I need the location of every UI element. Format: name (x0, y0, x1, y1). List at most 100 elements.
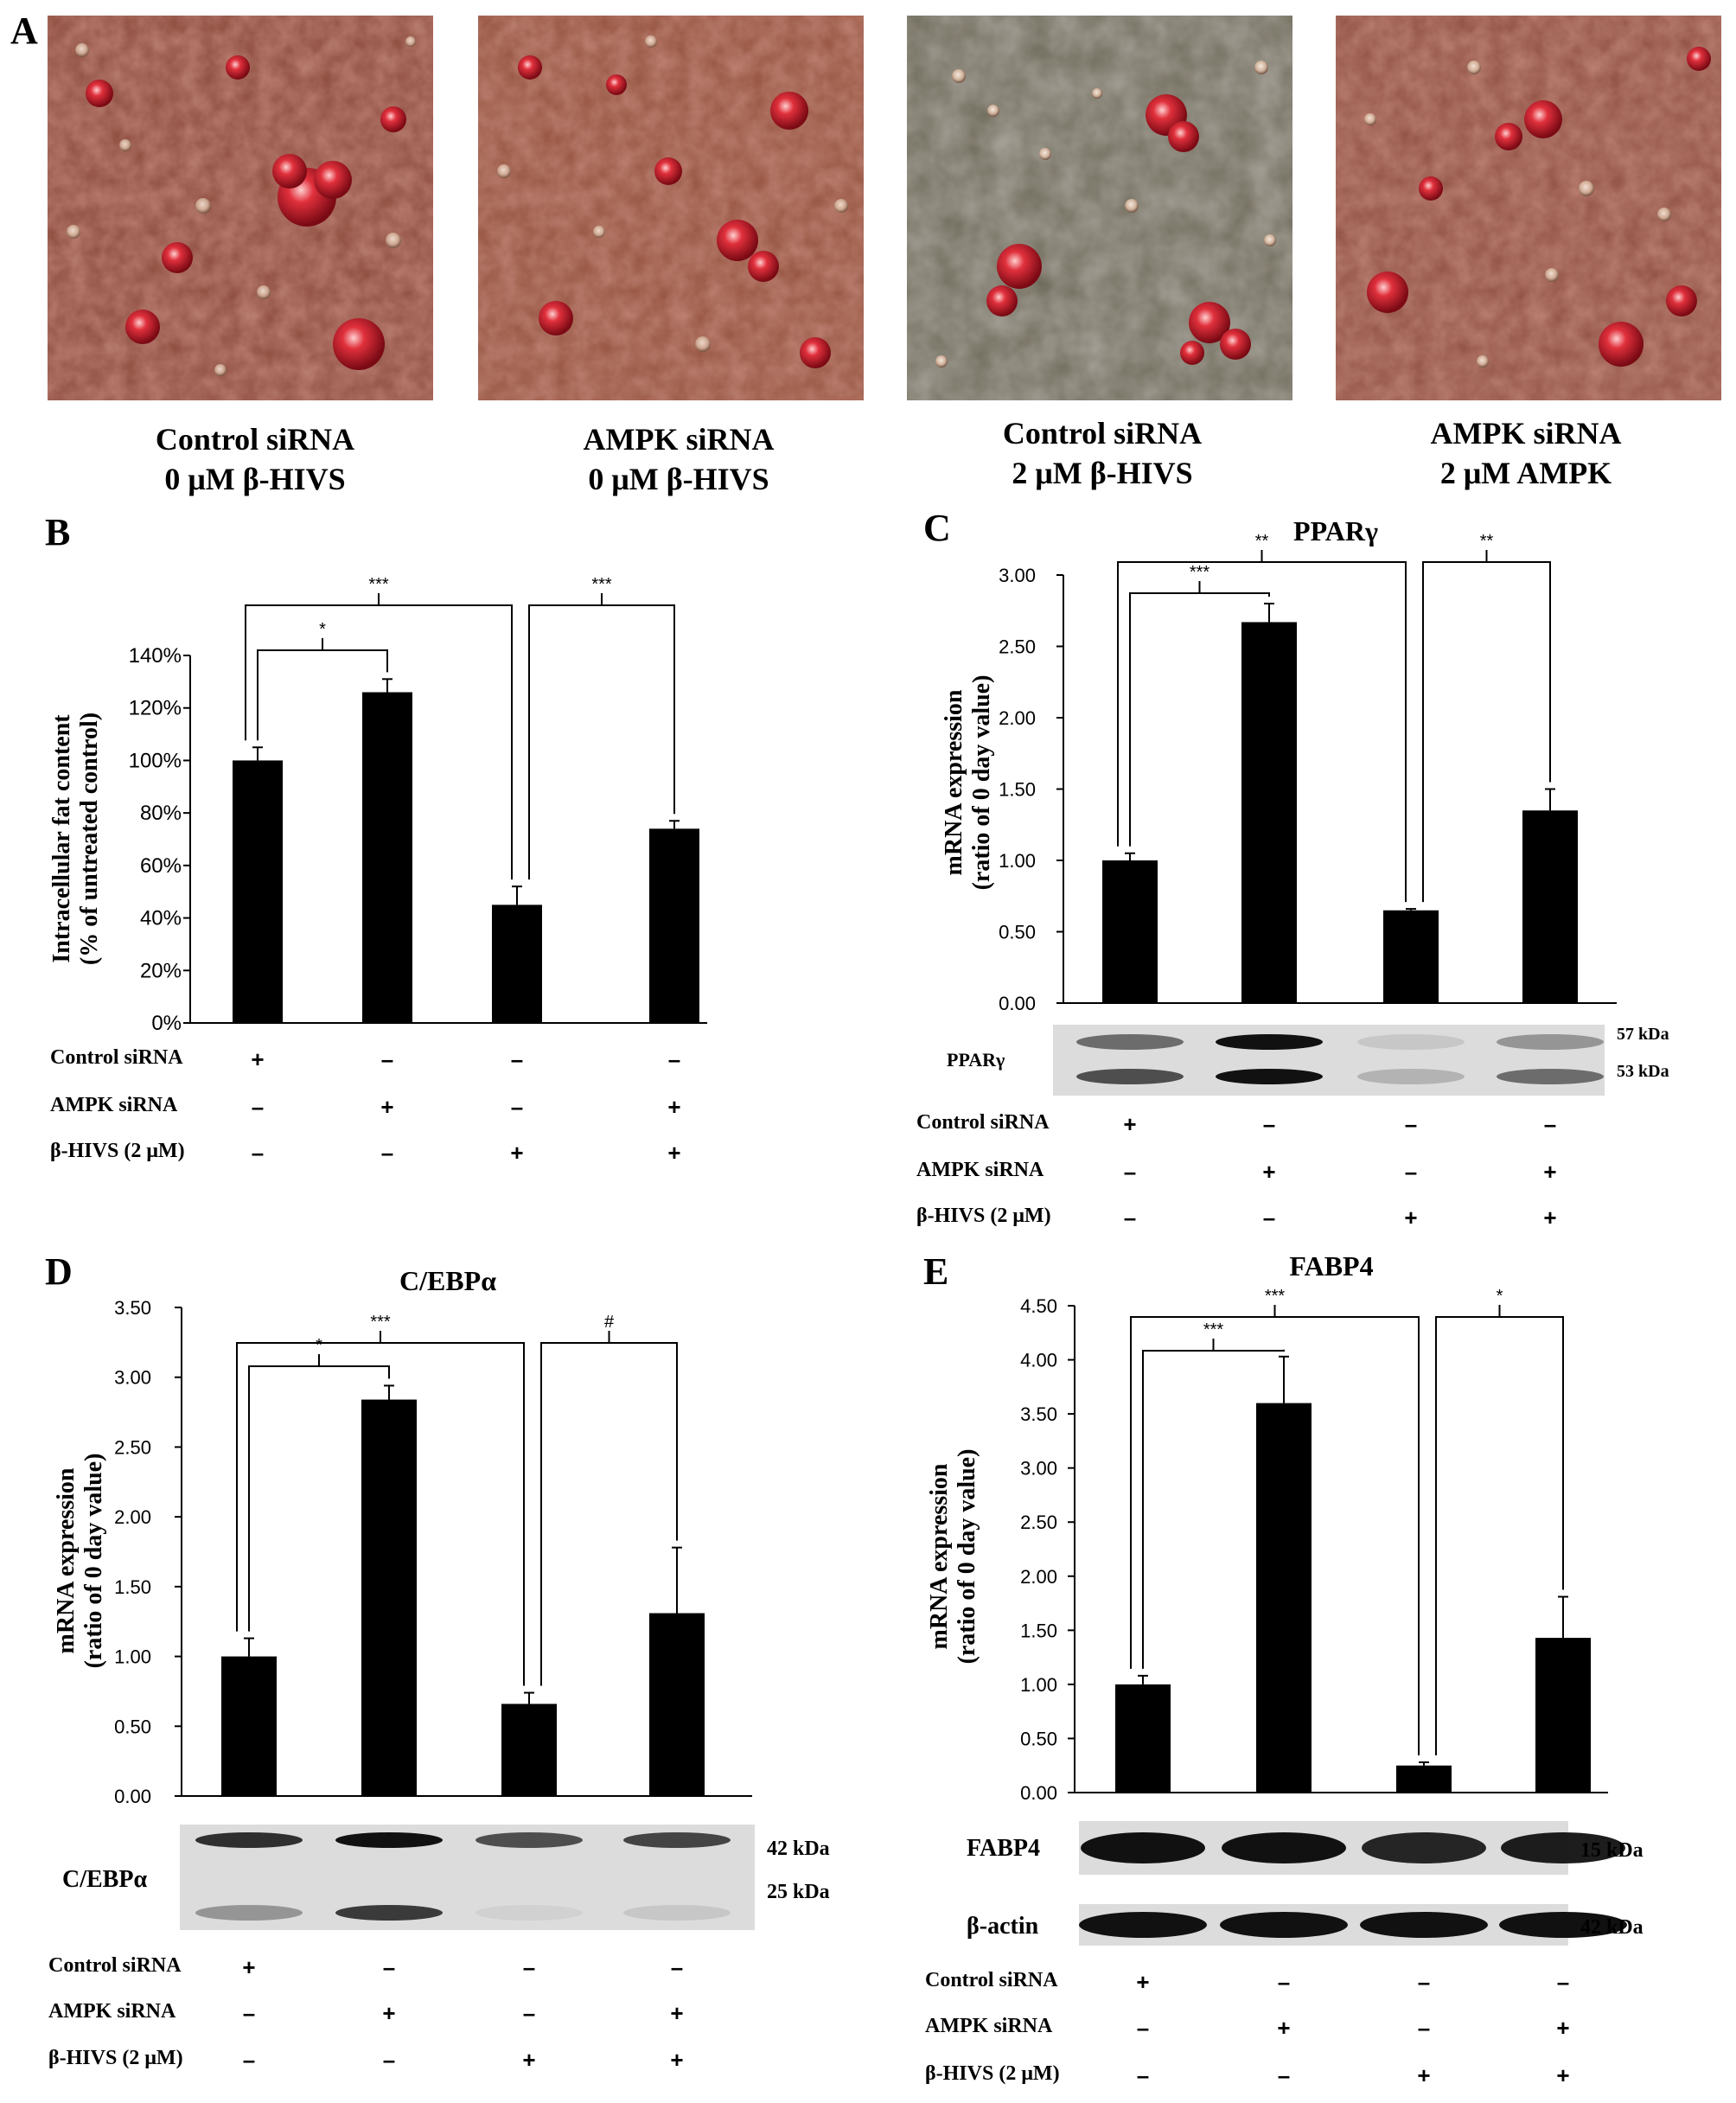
y-tick-label: 0.00 (999, 993, 1036, 1014)
y-tick-label: 140% (129, 644, 182, 668)
condition-label: AMPK siRNA (48, 2000, 176, 2023)
y-tick-label: 60% (140, 854, 182, 878)
condition-sign: + (667, 1094, 680, 1120)
condition-sign: + (1262, 1159, 1275, 1185)
condition-sign: – (1263, 1205, 1275, 1230)
significance-label: *** (368, 575, 389, 594)
blot-band (1216, 1034, 1323, 1050)
significance-label: * (319, 620, 326, 639)
condition-sign: – (668, 1046, 680, 1072)
condition-label: β-HIVS (2 μM) (925, 2062, 1060, 2085)
y-tick-label: 100% (129, 749, 182, 772)
chart-title: FABP4 (1289, 1250, 1373, 1282)
y-tick-label: 2.00 (1020, 1566, 1057, 1588)
condition-sign: + (380, 1094, 393, 1120)
y-tick-label: 2.50 (999, 636, 1036, 658)
bar (1115, 1684, 1171, 1793)
y-tick-label: 120% (129, 697, 182, 720)
bar (649, 828, 699, 1023)
caption-1: Control siRNA 0 μM β-HIVS (65, 419, 445, 499)
blot-band (1497, 1034, 1604, 1050)
condition-sign: – (1137, 2015, 1149, 2041)
condition-sign: – (523, 1954, 535, 1980)
panel-label-c: C (923, 507, 951, 549)
y-tick-label: 3.00 (114, 1367, 151, 1389)
condition-sign: – (1124, 1159, 1136, 1185)
bar (649, 1613, 705, 1796)
y-tick-label: 80% (140, 802, 182, 825)
condition-sign: – (671, 1954, 683, 1980)
y-tick-label: 3.50 (1020, 1403, 1057, 1425)
condition-sign: + (670, 2047, 683, 2073)
loading-band (1360, 1912, 1488, 1938)
caption-3-line2: 2 μM β-HIVS (1012, 456, 1193, 490)
condition-label: β-HIVS (2 μM) (48, 2047, 183, 2069)
caption-4-line2: 2 μM AMPK (1439, 456, 1612, 490)
y-tick-label: 1.50 (1020, 1620, 1057, 1641)
condition-sign: + (1556, 2062, 1569, 2088)
kda-label: 42 kDa (767, 1838, 830, 1860)
blot-band (623, 1905, 731, 1921)
condition-sign: + (510, 1140, 523, 1166)
significance-label: *** (370, 1313, 391, 1332)
condition-sign: – (383, 2047, 395, 2073)
condition-sign: + (242, 1954, 255, 1980)
y-tick-label: 3.00 (999, 565, 1036, 586)
significance-label: # (604, 1313, 615, 1332)
significance-label: * (1497, 1287, 1503, 1306)
chart-title: C/EBPα (399, 1265, 496, 1296)
condition-label: β-HIVS (2 μM) (50, 1140, 185, 1162)
y-tick-label: 20% (140, 959, 182, 982)
chart-e: 0.00 0.50 1.00 1.50 2.00 2.50 3.00 3.50 4.00 4.50… (925, 1250, 1643, 2088)
significance-label: *** (591, 575, 612, 594)
chart-c: 0.00 0.50 1.00 1.50 2.00 2.50 3.00 mRNA express… (916, 515, 1669, 1230)
caption-1-line1: Control siRNA (155, 422, 355, 457)
y-tick-label: 0% (151, 1012, 182, 1035)
y-tick-label: 4.00 (1020, 1350, 1057, 1371)
chart-b: 0% 20% 40% 60% 80% 100% 120% 140% Intracellular … (48, 575, 707, 1166)
condition-sign: + (382, 2000, 395, 2026)
loading-label: β-actin (967, 1913, 1039, 1940)
condition-sign: + (1123, 1111, 1136, 1137)
condition-sign: – (1405, 1111, 1417, 1137)
y-tick-label: 1.00 (114, 1646, 151, 1668)
kda-label: 57 kDa (1617, 1025, 1669, 1044)
blot-band (1357, 1069, 1465, 1084)
condition-sign: – (381, 1140, 393, 1166)
y-tick-label: 0.50 (999, 922, 1036, 943)
y-tick-label: 0.00 (114, 1786, 151, 1807)
y-tick-label: 3.50 (114, 1297, 151, 1319)
bar (361, 1399, 417, 1796)
chart-title: PPARγ (1293, 515, 1378, 547)
blot-protein-label: PPARγ (947, 1049, 1005, 1071)
significance-label: ** (1255, 532, 1269, 551)
kda-label: 53 kDa (1617, 1062, 1669, 1081)
condition-sign: – (1544, 1111, 1556, 1137)
bar (1396, 1765, 1452, 1793)
blot-band (1076, 1034, 1184, 1050)
panel-label-e: E (923, 1250, 949, 1293)
panel-label-b: B (45, 511, 71, 553)
condition-sign: – (243, 2000, 255, 2026)
blot-band (195, 1832, 303, 1848)
condition-label: Control siRNA (48, 1954, 182, 1977)
blot-band (335, 1832, 443, 1848)
condition-label: Control siRNA (50, 1046, 183, 1069)
bar (1522, 810, 1578, 1003)
blot-band (1216, 1069, 1323, 1084)
condition-sign: – (1263, 1111, 1275, 1137)
y-tick-label: 1.00 (1020, 1674, 1057, 1696)
significance-label: ** (1480, 532, 1494, 551)
blot-band (1497, 1069, 1604, 1084)
y-tick-label: 0.00 (1020, 1782, 1057, 1804)
condition-sign: – (1418, 1969, 1430, 1995)
kda-label: 25 kDa (767, 1881, 830, 1903)
condition-sign: – (511, 1046, 523, 1072)
bar (1535, 1638, 1591, 1793)
condition-sign: + (522, 2047, 535, 2073)
loading-band (1220, 1912, 1348, 1938)
panel-label-a: A (10, 10, 38, 52)
blot-protein-label: C/EBPα (62, 1866, 147, 1893)
blot-band (1357, 1034, 1465, 1050)
